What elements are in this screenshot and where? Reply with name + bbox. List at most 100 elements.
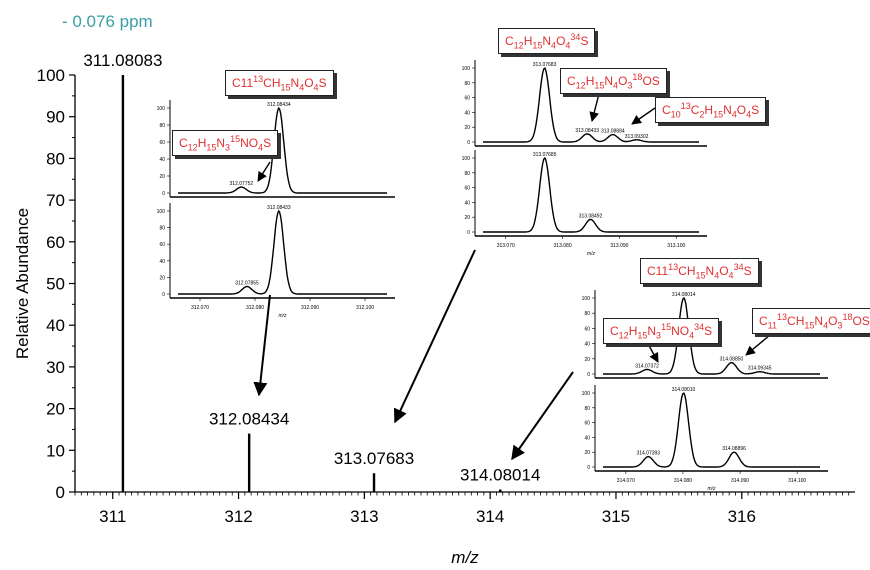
spectrum-peak xyxy=(247,433,251,492)
isotope-formula-box: C1113CH15N4O434S xyxy=(640,258,759,285)
isotope-formula-box: C12H15N315NO4S xyxy=(172,130,279,157)
inset-y-tick-label: 0 xyxy=(162,292,165,298)
inset-peak-label: 313.08492 xyxy=(579,213,603,219)
x-tick-label: 311 xyxy=(99,507,126,526)
peak-label: 314.08014 xyxy=(460,465,540,484)
y-tick-label: 10 xyxy=(46,441,65,460)
y-tick-label: 50 xyxy=(46,275,65,294)
inset-y-tick-label: 0 xyxy=(467,230,470,236)
callout-arrow xyxy=(253,294,271,397)
formula-pointer-arrow xyxy=(589,89,601,122)
callout-arrow xyxy=(393,249,476,424)
inset-peak-label: 314.08896 xyxy=(722,446,746,452)
inset-profile-line xyxy=(603,296,820,375)
inset-x-tick-label: 313.080 xyxy=(554,243,572,249)
isotope-formula-box: C12H15N4O434S xyxy=(498,28,596,55)
spectrum-peak xyxy=(499,489,502,492)
inset-y-tick-label: 20 xyxy=(464,125,470,131)
inset-x-tick-label: 314.080 xyxy=(674,478,692,484)
inset-profile-line xyxy=(178,209,387,295)
inset-x-tick-label: 313.100 xyxy=(667,243,685,249)
inset-y-tick-label: 100 xyxy=(462,66,471,72)
inset-312: 0 20 40 60 80 100 312.07752 312.08434 0 20 40 60 80 1… xyxy=(157,100,395,319)
inset-peak-label: 312.08434 xyxy=(267,102,291,108)
inset-y-tick-label: 20 xyxy=(464,215,470,221)
inset-x-label: m/z xyxy=(587,251,596,257)
formula-pointer-arrow xyxy=(257,161,271,182)
x-tick-label: 315 xyxy=(602,507,630,526)
inset-y-tick-label: 100 xyxy=(582,296,591,302)
y-tick-label: 90 xyxy=(46,108,65,127)
inset-y-tick-label: 20 xyxy=(159,275,165,281)
x-tick-label: 313 xyxy=(350,507,378,526)
isotope-formula-box: C12H15N315NO434S xyxy=(603,318,720,345)
inset-y-tick-label: 40 xyxy=(584,435,590,441)
inset-y-tick-label: 80 xyxy=(584,311,590,317)
inset-peak-label: 313.07683 xyxy=(533,62,557,68)
x-axis-label: m/z xyxy=(451,548,479,567)
isotope-formula-box: C1113CH15N4O4S xyxy=(225,70,334,97)
y-tick-label: 0 xyxy=(56,483,65,502)
inset-y-tick-label: 80 xyxy=(159,226,165,232)
spectrum-peak xyxy=(372,473,376,492)
inset-y-tick-label: 80 xyxy=(584,406,590,412)
isotope-formula-box: C12H15N4O318OS xyxy=(560,68,667,95)
inset-peak-label: 314.08014 xyxy=(672,292,696,298)
inset-y-tick-label: 0 xyxy=(162,191,165,197)
y-tick-label: 40 xyxy=(46,316,65,335)
inset-y-tick-label: 40 xyxy=(464,200,470,206)
inset-profile-line xyxy=(603,392,820,468)
inset-y-tick-label: 100 xyxy=(157,106,166,112)
inset-x-tick-label: 314.090 xyxy=(731,478,749,484)
y-axis-label: Relative Abundance xyxy=(13,208,32,359)
inset-y-tick-label: 80 xyxy=(464,171,470,177)
inset-peak-label: 312.07752 xyxy=(230,181,254,187)
mass-error-label: - 0.076 ppm xyxy=(62,12,153,31)
inset-y-tick-label: 60 xyxy=(584,326,590,332)
isotope-formula-box: C1113CH15N4O318OS xyxy=(752,308,870,335)
inset-y-tick-label: 40 xyxy=(159,259,165,265)
inset-y-tick-label: 0 xyxy=(467,140,470,146)
x-tick-label: 312 xyxy=(224,507,252,526)
isotope-formula-box: C1013C2H15N4O4S xyxy=(655,97,767,124)
inset-y-tick-label: 0 xyxy=(587,465,590,471)
inset-x-tick-label: 313.070 xyxy=(497,243,515,249)
y-tick-label: 100 xyxy=(37,66,65,85)
inset-314: 0 20 40 60 80 100 314.07372 314.08014 314.08850 3… xyxy=(582,290,828,492)
inset-peak-label: 314.09345 xyxy=(748,366,772,372)
main-axes: 0 10 20 30 40 50 60 70 80 90 100 311 312 313 314 315 316… xyxy=(13,66,855,567)
inset-peak-label: 312.08433 xyxy=(267,205,291,211)
inset-y-tick-label: 100 xyxy=(157,209,166,215)
callout-arrows xyxy=(253,249,574,461)
inset-peak-label: 312.07855 xyxy=(235,281,259,287)
formula-pointer-arrow xyxy=(745,334,771,356)
inset-peak-label: 313.07685 xyxy=(533,152,557,158)
inset-x-tick-label: 314.070 xyxy=(617,478,635,484)
inset-x-tick-label: 312.080 xyxy=(246,305,264,311)
inset-y-tick-label: 60 xyxy=(584,421,590,427)
inset-y-tick-label: 80 xyxy=(464,81,470,87)
inset-x-tick-label: 314.100 xyxy=(788,478,806,484)
inset-profile-line xyxy=(483,67,699,143)
inset-y-tick-label: 80 xyxy=(159,123,165,129)
formula-pointer-arrow xyxy=(631,107,656,125)
main-peaks: 311.08083 312.08434 313.07683 314.08014 xyxy=(83,51,540,492)
peak-label: 312.08434 xyxy=(209,410,289,429)
inset-y-tick-label: 100 xyxy=(582,391,591,397)
peak-label: 313.07683 xyxy=(334,449,414,468)
x-tick-label: 316 xyxy=(728,507,756,526)
inset-y-tick-label: 20 xyxy=(584,357,590,363)
inset-y-tick-label: 40 xyxy=(584,342,590,348)
inset-peak-label: 314.08850 xyxy=(720,357,744,363)
y-tick-label: 20 xyxy=(46,400,65,419)
inset-profile-line xyxy=(483,156,699,233)
inset-x-label: m/z xyxy=(278,313,287,319)
inset-y-tick-label: 60 xyxy=(464,186,470,192)
spectrum-peak xyxy=(121,75,125,492)
y-tick-label: 30 xyxy=(46,358,65,377)
formula-pointer-arrow xyxy=(646,341,659,363)
inset-panels: 0 20 40 60 80 100 312.07752 312.08434 0 20 40 60 80 1… xyxy=(157,60,828,492)
inset-peak-label: 314.07372 xyxy=(635,363,659,369)
y-tick-label: 70 xyxy=(46,191,65,210)
inset-x-tick-label: 313.090 xyxy=(610,243,628,249)
